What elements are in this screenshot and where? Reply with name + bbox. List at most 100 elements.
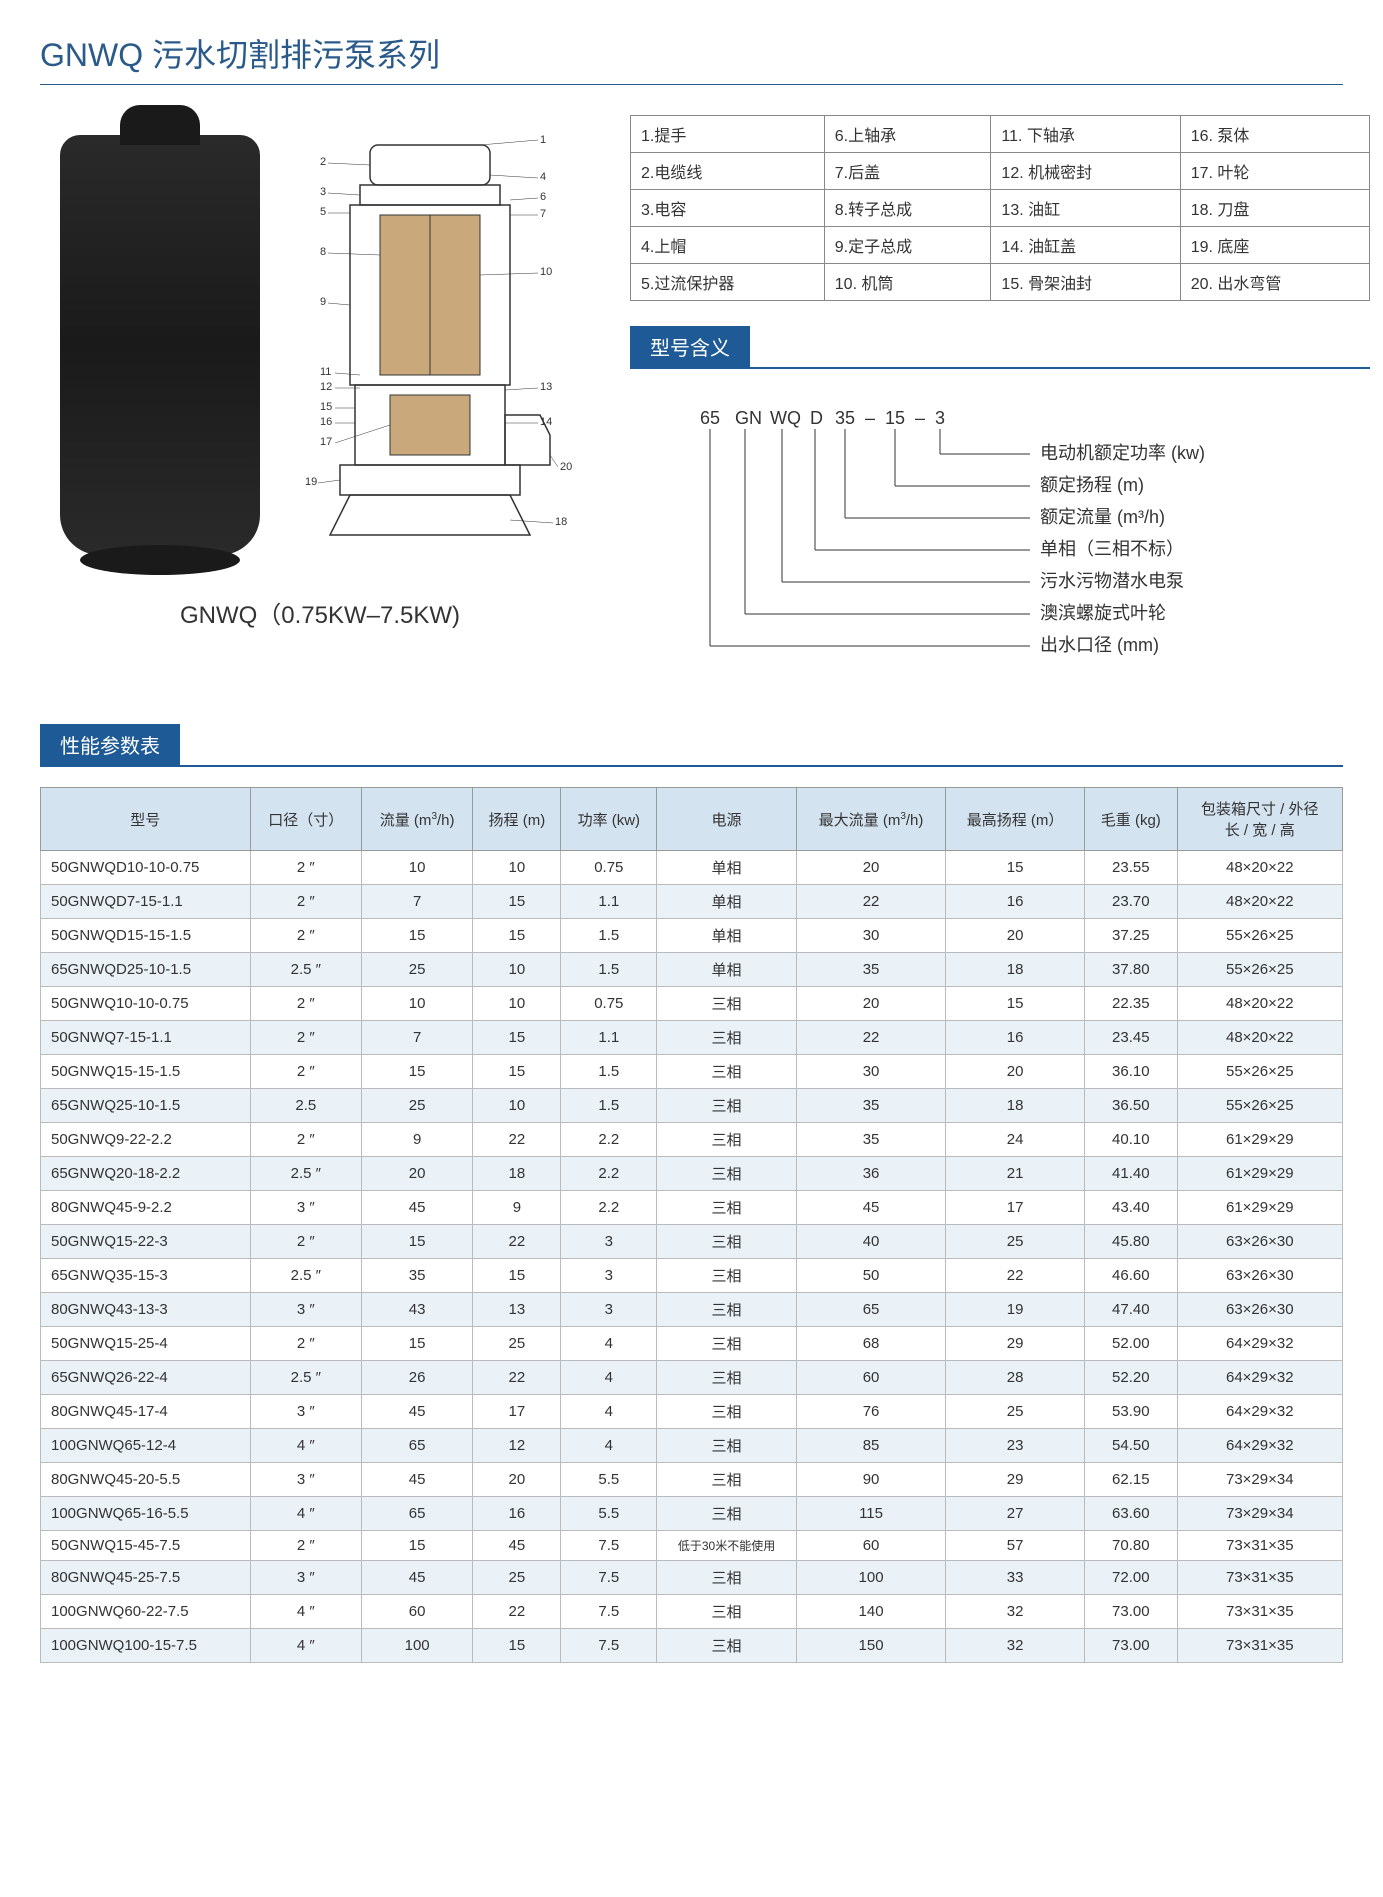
spec-cell: 3 ″ (250, 1561, 362, 1595)
spec-cell: 13 (473, 1293, 561, 1327)
spec-cell: 三相 (657, 1395, 797, 1429)
spec-cell: 48×20×22 (1177, 987, 1342, 1021)
parts-cell: 20. 出水弯管 (1180, 264, 1369, 301)
spec-cell: 63×26×30 (1177, 1293, 1342, 1327)
spec-cell: 54.50 (1085, 1429, 1178, 1463)
spec-cell: 36.10 (1085, 1055, 1178, 1089)
spec-cell: 73.00 (1085, 1595, 1178, 1629)
spec-cell: 52.20 (1085, 1361, 1178, 1395)
spec-cell: 12 (473, 1429, 561, 1463)
spec-cell: 45 (473, 1531, 561, 1561)
spec-cell: 100GNWQ65-12-4 (41, 1429, 251, 1463)
spec-cell: 61×29×29 (1177, 1157, 1342, 1191)
spec-cell: 三相 (657, 987, 797, 1021)
spec-cell: 4 (561, 1327, 657, 1361)
spec-cell: 50GNWQ15-15-1.5 (41, 1055, 251, 1089)
svg-text:3: 3 (320, 186, 326, 198)
spec-cell: 100 (362, 1629, 473, 1663)
svg-text:15: 15 (885, 408, 905, 428)
spec-cell: 7 (362, 885, 473, 919)
spec-cell: 62.15 (1085, 1463, 1178, 1497)
svg-text:10: 10 (540, 266, 552, 278)
spec-cell: 45 (362, 1561, 473, 1595)
parts-row: 2.电缆线7.后盖12. 机械密封17. 叶轮 (631, 153, 1370, 190)
spec-row: 50GNWQ15-25-42 ″15254三相682952.0064×29×32 (41, 1327, 1343, 1361)
spec-cell: 15 (473, 1629, 561, 1663)
spec-cell: 5.5 (561, 1497, 657, 1531)
spec-row: 50GNWQD7-15-1.12 ″7151.1单相221623.7048×20… (41, 885, 1343, 919)
spec-cell: 85 (796, 1429, 945, 1463)
spec-cell: 37.80 (1085, 953, 1178, 987)
image-area: 1 2 3 4 5 6 7 8 9 10 11 12 13 14 15 16 1 (40, 115, 600, 694)
spec-row: 80GNWQ45-9-2.23 ″4592.2三相451743.4061×29×… (41, 1191, 1343, 1225)
svg-text:2: 2 (320, 156, 326, 168)
parts-cell: 8.转子总成 (824, 190, 991, 227)
model-header-wrap: 型号含义 (630, 326, 1370, 369)
spec-cell: 50 (796, 1259, 945, 1293)
spec-cell: 50GNWQ15-45-7.5 (41, 1531, 251, 1561)
parts-cell: 11. 下轴承 (991, 116, 1180, 153)
spec-cell: 22 (796, 1021, 945, 1055)
spec-cell: 22.35 (1085, 987, 1178, 1021)
spec-cell: 63×26×30 (1177, 1225, 1342, 1259)
spec-cell: 2 ″ (250, 1327, 362, 1361)
svg-text:17: 17 (320, 436, 332, 448)
spec-cell: 36 (796, 1157, 945, 1191)
spec-cell: 65GNWQD25-10-1.5 (41, 953, 251, 987)
spec-cell: 9 (473, 1191, 561, 1225)
spec-cell: 4 ″ (250, 1629, 362, 1663)
spec-cell: 20 (796, 851, 945, 885)
spec-cell: 80GNWQ45-20-5.5 (41, 1463, 251, 1497)
spec-cell: 60 (796, 1361, 945, 1395)
spec-cell: 2 ″ (250, 885, 362, 919)
parts-cell: 4.上帽 (631, 227, 825, 264)
spec-cell: 1.5 (561, 1055, 657, 1089)
spec-cell: 3 ″ (250, 1463, 362, 1497)
spec-cell: 23.45 (1085, 1021, 1178, 1055)
spec-cell: 2 ″ (250, 919, 362, 953)
spec-cell: 10 (473, 987, 561, 1021)
spec-cell: 29 (946, 1327, 1085, 1361)
svg-text:8: 8 (320, 246, 326, 258)
spec-cell: 45 (362, 1463, 473, 1497)
parts-cell: 5.过流保护器 (631, 264, 825, 301)
spec-cell: 65GNWQ35-15-3 (41, 1259, 251, 1293)
spec-cell: 16 (473, 1497, 561, 1531)
spec-cell: 2 ″ (250, 987, 362, 1021)
spec-cell: 115 (796, 1497, 945, 1531)
spec-cell: 3 ″ (250, 1293, 362, 1327)
spec-cell: 36.50 (1085, 1089, 1178, 1123)
parts-cell: 1.提手 (631, 116, 825, 153)
spec-cell: 4 (561, 1395, 657, 1429)
spec-column-header: 最大流量 (m3/h) (796, 788, 945, 851)
spec-cell: 65GNWQ25-10-1.5 (41, 1089, 251, 1123)
spec-cell: 三相 (657, 1225, 797, 1259)
parts-cell: 17. 叶轮 (1180, 153, 1369, 190)
spec-cell: 三相 (657, 1629, 797, 1663)
spec-cell: 64×29×32 (1177, 1327, 1342, 1361)
spec-cell: 4 ″ (250, 1595, 362, 1629)
spec-cell: 50GNWQ10-10-0.75 (41, 987, 251, 1021)
svg-text:–: – (915, 408, 925, 428)
spec-cell: 45 (796, 1191, 945, 1225)
spec-cell: 73×29×34 (1177, 1497, 1342, 1531)
top-section: 1 2 3 4 5 6 7 8 9 10 11 12 13 14 15 16 1 (40, 115, 1343, 694)
spec-cell: 三相 (657, 1327, 797, 1361)
parts-cell: 15. 骨架油封 (991, 264, 1180, 301)
spec-row: 100GNWQ60-22-7.54 ″60227.5三相1403273.0073… (41, 1595, 1343, 1629)
spec-cell: 32 (946, 1629, 1085, 1663)
spec-cell: 50GNWQ9-22-2.2 (41, 1123, 251, 1157)
spec-cell: 2.2 (561, 1191, 657, 1225)
parts-cell: 9.定子总成 (824, 227, 991, 264)
spec-cell: 37.25 (1085, 919, 1178, 953)
spec-cell: 2 ″ (250, 1055, 362, 1089)
spec-cell: 2.5 ″ (250, 953, 362, 987)
spec-cell: 7.5 (561, 1561, 657, 1595)
spec-column-header: 口径（寸） (250, 788, 362, 851)
spec-cell: 61×29×29 (1177, 1191, 1342, 1225)
spec-cell: 25 (473, 1561, 561, 1595)
spec-cell: 18 (946, 1089, 1085, 1123)
spec-cell: 22 (473, 1123, 561, 1157)
spec-cell: 7.5 (561, 1531, 657, 1561)
spec-cell: 60 (362, 1595, 473, 1629)
